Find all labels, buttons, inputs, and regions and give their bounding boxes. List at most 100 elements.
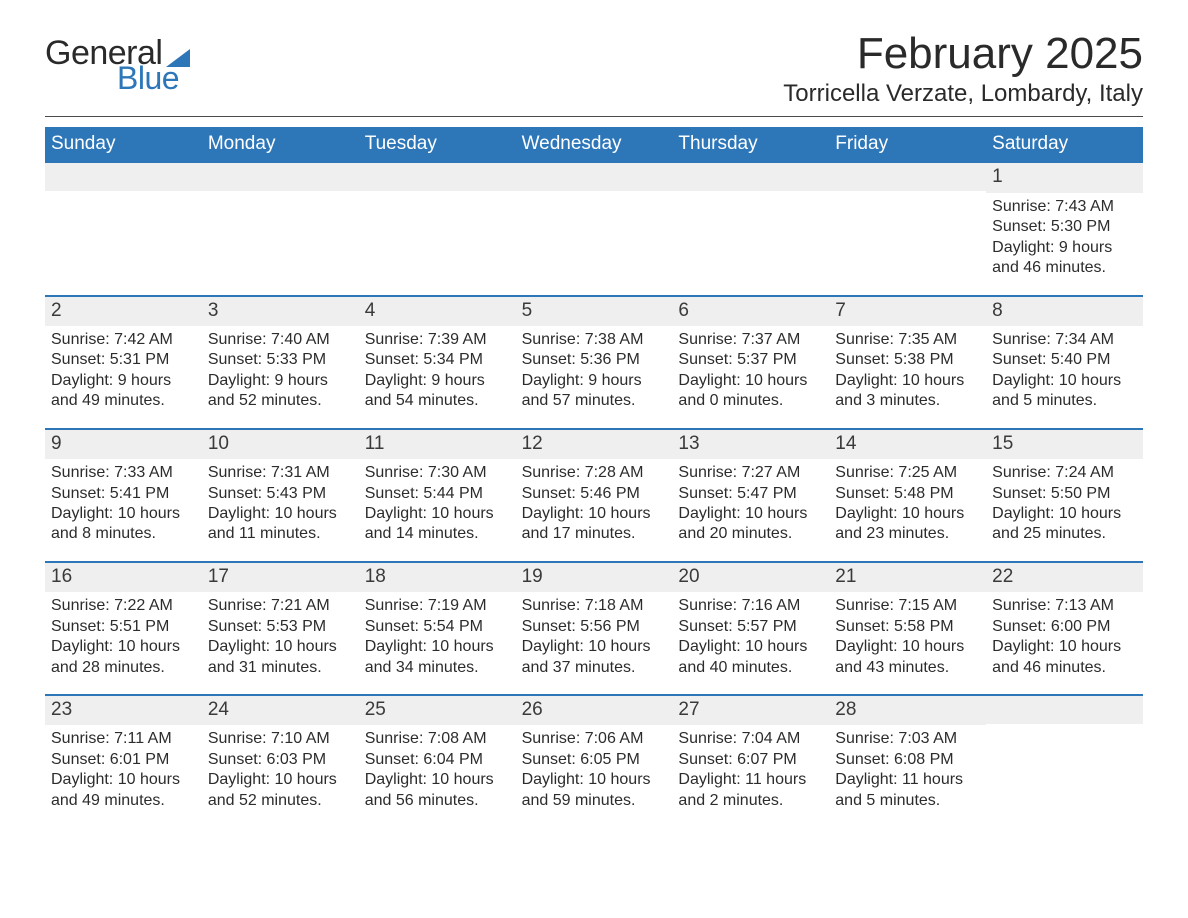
daylight-text: Daylight: 11 hours and 2 minutes. <box>678 770 823 811</box>
header: General Blue February 2025 Torricella Ve… <box>45 30 1143 117</box>
calendar-cell: 23Sunrise: 7:11 AMSunset: 6:01 PMDayligh… <box>45 696 202 827</box>
sunset-text: Sunset: 5:36 PM <box>522 350 667 370</box>
weekday-header: Wednesday <box>516 127 673 163</box>
sunrise-text: Sunrise: 7:30 AM <box>365 463 510 483</box>
sunset-text: Sunset: 5:34 PM <box>365 350 510 370</box>
sunset-text: Sunset: 5:51 PM <box>51 617 196 637</box>
sunrise-text: Sunrise: 7:40 AM <box>208 330 353 350</box>
day-number: 17 <box>202 563 359 592</box>
sunrise-text: Sunrise: 7:11 AM <box>51 729 196 749</box>
calendar-week: 1Sunrise: 7:43 AMSunset: 5:30 PMDaylight… <box>45 163 1143 294</box>
sunset-text: Sunset: 6:00 PM <box>992 617 1137 637</box>
calendar-cell: 21Sunrise: 7:15 AMSunset: 5:58 PMDayligh… <box>829 563 986 694</box>
day-number <box>359 163 516 191</box>
sunrise-text: Sunrise: 7:33 AM <box>51 463 196 483</box>
sunset-text: Sunset: 5:48 PM <box>835 484 980 504</box>
calendar-cell <box>359 163 516 294</box>
daylight-text: Daylight: 10 hours and 11 minutes. <box>208 504 353 545</box>
daylight-text: Daylight: 10 hours and 52 minutes. <box>208 770 353 811</box>
sunrise-text: Sunrise: 7:16 AM <box>678 596 823 616</box>
sunset-text: Sunset: 5:54 PM <box>365 617 510 637</box>
sunrise-text: Sunrise: 7:21 AM <box>208 596 353 616</box>
weekday-header: Friday <box>829 127 986 163</box>
sunset-text: Sunset: 5:58 PM <box>835 617 980 637</box>
day-number: 27 <box>672 696 829 725</box>
calendar-cell: 10 Sunrise: 7:31 AMSunset: 5:43 PMDayligh… <box>202 430 359 561</box>
sunrise-text: Sunrise: 7:37 AM <box>678 330 823 350</box>
day-number: 20 <box>672 563 829 592</box>
daylight-text: Daylight: 10 hours and 8 minutes. <box>51 504 196 545</box>
daylight-text: Daylight: 10 hours and 37 minutes. <box>522 637 667 678</box>
day-number: 2 <box>45 297 202 326</box>
weekday-header: Sunday <box>45 127 202 163</box>
calendar-week: 2Sunrise: 7:42 AMSunset: 5:31 PMDaylight… <box>45 295 1143 428</box>
calendar-cell: 8Sunrise: 7:34 AMSunset: 5:40 PMDaylight… <box>986 297 1143 428</box>
calendar-cell: 3Sunrise: 7:40 AMSunset: 5:33 PMDaylight… <box>202 297 359 428</box>
calendar-cell <box>672 163 829 294</box>
sunset-text: Sunset: 5:47 PM <box>678 484 823 504</box>
day-number: 9 <box>45 430 202 459</box>
logo: General Blue <box>45 30 194 94</box>
calendar: Sunday Monday Tuesday Wednesday Thursday… <box>45 127 1143 827</box>
sunrise-text: Sunrise: 7:25 AM <box>835 463 980 483</box>
sunrise-text: Sunrise: 7:22 AM <box>51 596 196 616</box>
sunrise-text: Sunrise: 7:13 AM <box>992 596 1137 616</box>
title-block: February 2025 Torricella Verzate, Lombar… <box>783 30 1143 108</box>
sunset-text: Sunset: 5:43 PM <box>208 484 353 504</box>
weekday-header: Thursday <box>672 127 829 163</box>
day-number: 3 <box>202 297 359 326</box>
calendar-cell: 28Sunrise: 7:03 AMSunset: 6:08 PMDayligh… <box>829 696 986 827</box>
sunset-text: Sunset: 6:01 PM <box>51 750 196 770</box>
daylight-text: Daylight: 10 hours and 49 minutes. <box>51 770 196 811</box>
daylight-text: Daylight: 9 hours and 54 minutes. <box>365 371 510 412</box>
day-number <box>672 163 829 191</box>
sunset-text: Sunset: 6:03 PM <box>208 750 353 770</box>
day-number <box>986 696 1143 724</box>
sunset-text: Sunset: 5:41 PM <box>51 484 196 504</box>
sunrise-text: Sunrise: 7:28 AM <box>522 463 667 483</box>
sunrise-text: Sunrise: 7:35 AM <box>835 330 980 350</box>
weeks-container: 1Sunrise: 7:43 AMSunset: 5:30 PMDaylight… <box>45 163 1143 827</box>
calendar-cell: 2Sunrise: 7:42 AMSunset: 5:31 PMDaylight… <box>45 297 202 428</box>
day-number: 10 <box>202 430 359 459</box>
calendar-cell: 12Sunrise: 7:28 AMSunset: 5:46 PMDayligh… <box>516 430 673 561</box>
logo-sail-icon <box>166 47 194 67</box>
daylight-text: Daylight: 10 hours and 43 minutes. <box>835 637 980 678</box>
calendar-cell: 26Sunrise: 7:06 AMSunset: 6:05 PMDayligh… <box>516 696 673 827</box>
day-number: 15 <box>986 430 1143 459</box>
day-number: 12 <box>516 430 673 459</box>
sunset-text: Sunset: 6:04 PM <box>365 750 510 770</box>
daylight-text: Daylight: 10 hours and 5 minutes. <box>992 371 1137 412</box>
daylight-text: Daylight: 11 hours and 5 minutes. <box>835 770 980 811</box>
sunrise-text: Sunrise: 7:31 AM <box>208 463 353 483</box>
calendar-cell: 19Sunrise: 7:18 AMSunset: 5:56 PMDayligh… <box>516 563 673 694</box>
day-number: 4 <box>359 297 516 326</box>
sunrise-text: Sunrise: 7:03 AM <box>835 729 980 749</box>
sunrise-text: Sunrise: 7:19 AM <box>365 596 510 616</box>
day-number: 18 <box>359 563 516 592</box>
calendar-cell: 15Sunrise: 7:24 AMSunset: 5:50 PMDayligh… <box>986 430 1143 561</box>
day-number: 7 <box>829 297 986 326</box>
sunrise-text: Sunrise: 7:04 AM <box>678 729 823 749</box>
day-number: 6 <box>672 297 829 326</box>
calendar-cell: 9 Sunrise: 7:33 AMSunset: 5:41 PMDaylight… <box>45 430 202 561</box>
day-number <box>45 163 202 191</box>
calendar-cell <box>516 163 673 294</box>
weekday-header: Saturday <box>986 127 1143 163</box>
calendar-cell: 14Sunrise: 7:25 AMSunset: 5:48 PMDayligh… <box>829 430 986 561</box>
daylight-text: Daylight: 10 hours and 31 minutes. <box>208 637 353 678</box>
calendar-cell: 13Sunrise: 7:27 AMSunset: 5:47 PMDayligh… <box>672 430 829 561</box>
sunset-text: Sunset: 5:40 PM <box>992 350 1137 370</box>
page-title: February 2025 <box>783 30 1143 78</box>
sunset-text: Sunset: 5:44 PM <box>365 484 510 504</box>
day-number <box>202 163 359 191</box>
sunrise-text: Sunrise: 7:27 AM <box>678 463 823 483</box>
daylight-text: Daylight: 10 hours and 23 minutes. <box>835 504 980 545</box>
daylight-text: Daylight: 10 hours and 28 minutes. <box>51 637 196 678</box>
daylight-text: Daylight: 10 hours and 46 minutes. <box>992 637 1137 678</box>
day-number: 13 <box>672 430 829 459</box>
daylight-text: Daylight: 10 hours and 0 minutes. <box>678 371 823 412</box>
sunrise-text: Sunrise: 7:39 AM <box>365 330 510 350</box>
calendar-cell: 20Sunrise: 7:16 AMSunset: 5:57 PMDayligh… <box>672 563 829 694</box>
sunrise-text: Sunrise: 7:06 AM <box>522 729 667 749</box>
